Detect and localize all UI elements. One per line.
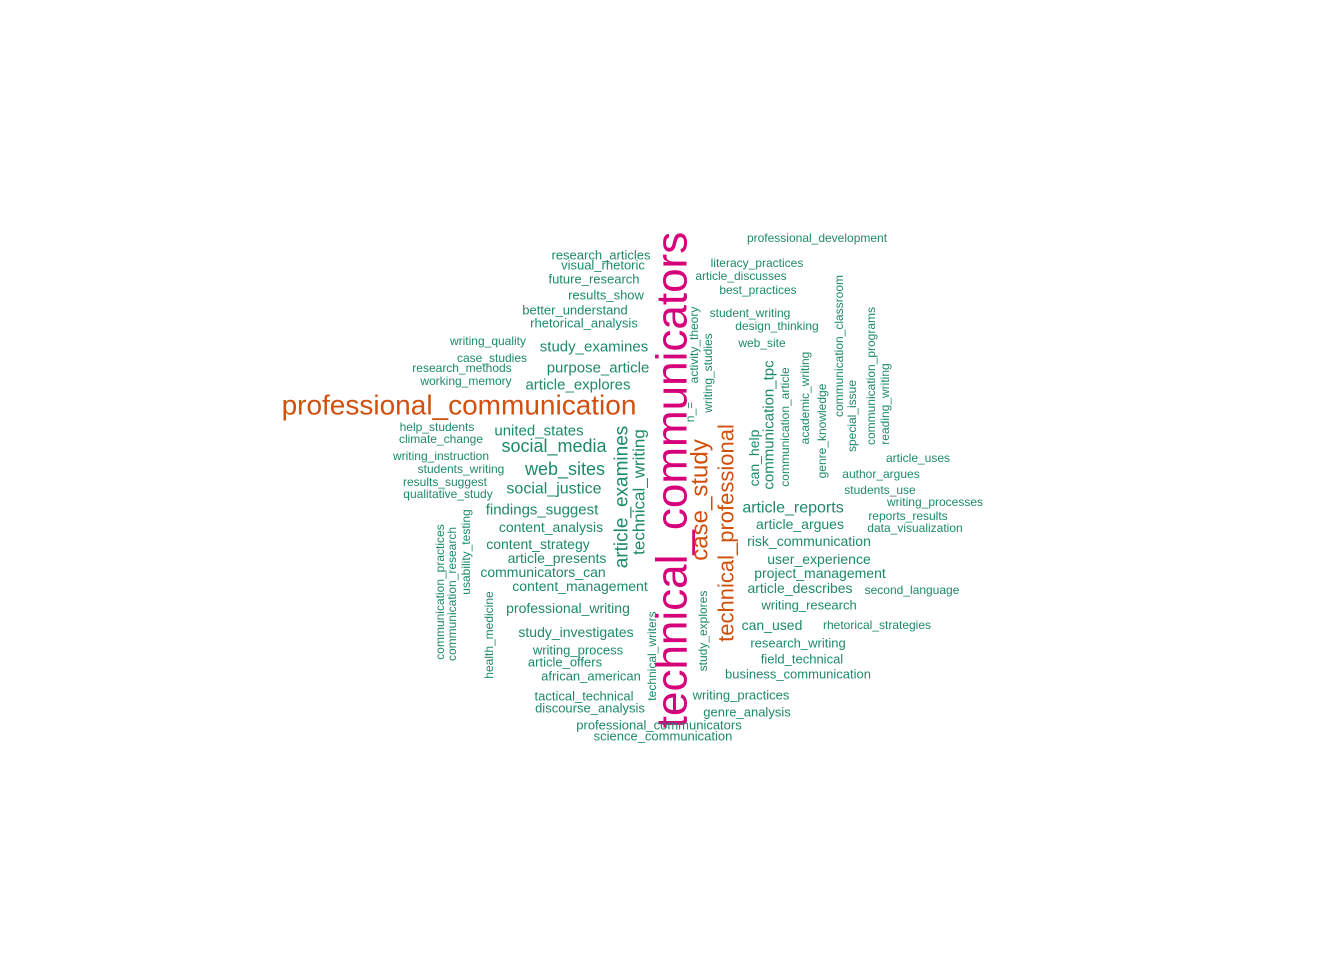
word-results-suggest: results_suggest — [403, 475, 488, 489]
word-students-writing: students_writing — [418, 462, 505, 476]
word-special-issue: special_issue — [845, 380, 859, 452]
word-content-analysis: content_analysis — [499, 519, 603, 535]
word-article-describes: article_describes — [747, 580, 852, 596]
word-article-argues: article_argues — [756, 516, 844, 532]
word-tactical-technical: tactical_technical — [535, 689, 634, 704]
word-article-examines: article_examines — [612, 426, 633, 569]
word-professional-communication: professional_communication — [282, 390, 637, 421]
word-academic-writing: academic_writing — [798, 352, 812, 445]
word-communication-article: communication_article — [778, 367, 792, 487]
word-study-examines: study_examines — [540, 339, 648, 356]
word-design-thinking: design_thinking — [735, 319, 818, 333]
word-united-states: united_states — [494, 423, 583, 440]
word-communication-practices: communication_practices — [433, 524, 447, 659]
word-risk-communication: risk_communication — [747, 533, 871, 549]
word-business-communication: business_communication — [725, 667, 871, 682]
word-research-methods: research_methods — [412, 361, 511, 375]
word-genre-knowledge: genre_knowledge — [815, 383, 829, 478]
word-research-articles: research_articles — [552, 248, 651, 263]
word-content-strategy: content_strategy — [486, 536, 590, 552]
word-professional-development: professional_development — [747, 231, 888, 245]
word-article-explores: article_explores — [525, 377, 630, 394]
word-article-offers: article_offers — [528, 655, 603, 670]
word-web-sites: web_sites — [524, 459, 605, 480]
word-writing-instruction: writing_instruction — [392, 449, 489, 463]
word-future-research: future_research — [548, 272, 639, 287]
word-technical-writers: technical_writers — [645, 611, 659, 700]
word-help-students: help_students — [400, 420, 475, 434]
word-health-medicine: health_medicine — [482, 591, 496, 679]
word-communication-classroom: communication_classroom — [832, 275, 846, 417]
word-writing-practices: writing_practices — [692, 688, 790, 703]
word-rhetorical-analysis: rhetorical_analysis — [530, 316, 638, 331]
word-technical-writing: technical_writing — [630, 429, 649, 555]
word-professional-writing: professional_writing — [506, 600, 630, 616]
word-article-reports: article_reports — [742, 500, 843, 517]
word-writing-process: writing_process — [532, 643, 624, 658]
word-article-uses: article_uses — [886, 451, 950, 465]
word-web-site: web_site — [737, 336, 786, 350]
word-communication-tpc: communication_tpc — [761, 360, 778, 490]
word-writing-studies: writing_studies — [701, 333, 715, 413]
word-data-visualization: data_visualization — [867, 521, 962, 535]
word-professional-communicators: professional_communicators — [576, 718, 742, 733]
word-can-used: can_used — [742, 617, 803, 633]
word-second-language: second_language — [865, 583, 960, 597]
word-can-help: can_help — [746, 429, 762, 486]
word-reading-writing: reading_writing — [878, 363, 892, 444]
word-author-argues: author_argues — [842, 467, 919, 481]
word-rhetorical-strategies: rhetorical_strategies — [823, 618, 931, 632]
word-findings-suggest: findings_suggest — [486, 502, 599, 519]
word-climate-change: climate_change — [399, 432, 483, 446]
word-technical-communicators: technical_communicators — [648, 232, 697, 728]
word-case-study: case_study — [687, 439, 714, 560]
word-better-understand: better_understand — [522, 303, 628, 318]
word-working-memory: working_memory — [419, 374, 511, 388]
word-african-american: african_american — [541, 669, 641, 684]
word-article-discusses: article_discusses — [695, 269, 786, 283]
word-communication-programs: communication_programs — [864, 307, 878, 445]
word-results-show: results_show — [568, 288, 644, 303]
word-field-technical: field_technical — [761, 652, 843, 667]
word-visual-rhetoric: visual_rhetoric — [561, 258, 645, 273]
word-writing-research: writing_research — [760, 598, 856, 613]
word-technical-professional: technical_professional — [714, 424, 739, 642]
word-social-media: social_media — [501, 436, 607, 457]
word-qualitative-study: qualitative_study — [403, 487, 492, 501]
word-n: n_= — [683, 402, 697, 422]
word-communicators-can: communicators_can — [480, 564, 605, 580]
word-discourse-analysis: discourse_analysis — [535, 701, 645, 716]
word-best-practices: best_practices — [719, 283, 796, 297]
word-science-communication: science_communication — [594, 729, 733, 744]
word-project-management: project_management — [754, 565, 886, 581]
word-literacy-practices: literacy_practices — [711, 256, 804, 270]
word-article-presents: article_presents — [508, 550, 607, 566]
word-communication-research: communication_research — [445, 527, 459, 661]
word-social-justice: social_justice — [506, 481, 601, 498]
word-purpose-article: purpose_article — [547, 360, 650, 377]
word-writing-processes: writing_processes — [886, 495, 983, 509]
word-content-management: content_management — [512, 578, 648, 594]
word-study-investigates: study_investigates — [518, 624, 633, 640]
word-research-writing: research_writing — [750, 636, 845, 651]
word-usability-testing: usability_testing — [459, 509, 473, 594]
word-students-use: students_use — [844, 483, 916, 497]
word-case-studies: case_studies — [457, 351, 527, 365]
word-activity-theory: activity_theory — [687, 307, 701, 384]
word-reports-results: reports_results — [868, 509, 947, 523]
word-writing-quality: writing_quality — [449, 334, 526, 348]
word-study-explores: study_explores — [696, 591, 710, 672]
word-genre-analysis: genre_analysis — [703, 705, 791, 720]
word-user-experience: user_experience — [767, 551, 871, 567]
word-student-writing: student_writing — [710, 306, 791, 320]
